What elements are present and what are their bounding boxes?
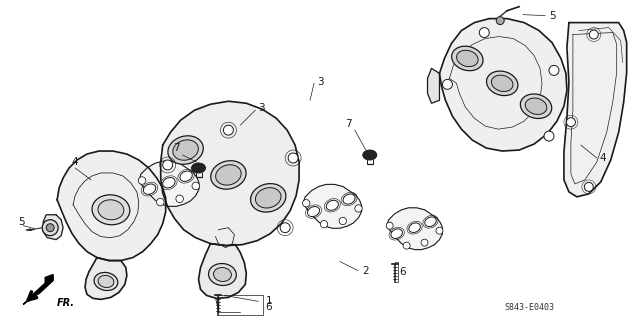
Text: 7: 7 <box>346 119 352 129</box>
Polygon shape <box>564 23 627 197</box>
Ellipse shape <box>214 268 232 281</box>
Text: 3: 3 <box>259 103 265 113</box>
Text: 4: 4 <box>72 157 78 167</box>
Circle shape <box>163 160 173 170</box>
Ellipse shape <box>391 229 403 239</box>
Circle shape <box>223 125 234 135</box>
Circle shape <box>421 239 428 246</box>
Ellipse shape <box>343 194 355 204</box>
Circle shape <box>46 224 54 232</box>
Ellipse shape <box>216 165 241 185</box>
Text: 7: 7 <box>173 143 180 153</box>
Circle shape <box>339 217 346 225</box>
Polygon shape <box>303 184 362 228</box>
Text: S843-E0403: S843-E0403 <box>504 303 554 312</box>
Ellipse shape <box>173 140 198 160</box>
Circle shape <box>303 200 310 207</box>
Ellipse shape <box>94 272 118 291</box>
Ellipse shape <box>525 98 547 115</box>
Circle shape <box>496 17 504 25</box>
Circle shape <box>386 222 393 229</box>
Circle shape <box>566 118 575 127</box>
Ellipse shape <box>326 200 339 210</box>
Circle shape <box>544 131 554 141</box>
Text: 2: 2 <box>362 265 369 276</box>
Ellipse shape <box>255 188 281 208</box>
Text: FR.: FR. <box>57 298 75 308</box>
Polygon shape <box>139 161 199 206</box>
Circle shape <box>321 220 328 228</box>
Circle shape <box>355 205 362 212</box>
Ellipse shape <box>520 94 552 118</box>
Text: 5: 5 <box>18 217 24 227</box>
Ellipse shape <box>250 184 286 212</box>
Circle shape <box>479 27 489 38</box>
Circle shape <box>288 153 298 163</box>
Circle shape <box>403 242 410 249</box>
Circle shape <box>42 220 58 236</box>
Ellipse shape <box>211 161 246 189</box>
Ellipse shape <box>92 195 130 225</box>
Text: 6: 6 <box>265 302 272 312</box>
Ellipse shape <box>492 75 513 92</box>
Circle shape <box>138 177 146 184</box>
Ellipse shape <box>98 200 124 220</box>
Circle shape <box>280 223 290 233</box>
Polygon shape <box>387 208 442 249</box>
Circle shape <box>176 195 184 203</box>
Ellipse shape <box>180 171 192 182</box>
Ellipse shape <box>98 275 114 287</box>
Polygon shape <box>440 19 567 151</box>
Circle shape <box>549 65 559 75</box>
Text: 4: 4 <box>600 153 607 163</box>
Polygon shape <box>428 68 440 103</box>
Ellipse shape <box>456 50 478 67</box>
Ellipse shape <box>363 150 377 160</box>
Ellipse shape <box>168 136 204 164</box>
Text: 3: 3 <box>317 77 324 87</box>
Ellipse shape <box>191 163 205 173</box>
Polygon shape <box>44 215 63 240</box>
Circle shape <box>589 30 598 39</box>
Polygon shape <box>57 151 166 261</box>
Polygon shape <box>23 274 53 304</box>
Circle shape <box>442 79 452 89</box>
Polygon shape <box>161 101 299 246</box>
Ellipse shape <box>143 184 156 194</box>
Ellipse shape <box>486 71 518 96</box>
Ellipse shape <box>409 223 420 233</box>
Text: 6: 6 <box>399 266 406 277</box>
Circle shape <box>584 182 593 191</box>
Text: 1: 1 <box>266 296 273 306</box>
Text: 5: 5 <box>549 11 556 21</box>
Circle shape <box>192 182 200 190</box>
Ellipse shape <box>209 263 236 286</box>
Ellipse shape <box>307 206 319 217</box>
Ellipse shape <box>163 178 175 188</box>
Polygon shape <box>85 257 127 300</box>
Ellipse shape <box>452 46 483 71</box>
Circle shape <box>436 227 443 234</box>
Polygon shape <box>198 244 246 298</box>
Ellipse shape <box>425 217 436 226</box>
Circle shape <box>157 198 164 206</box>
